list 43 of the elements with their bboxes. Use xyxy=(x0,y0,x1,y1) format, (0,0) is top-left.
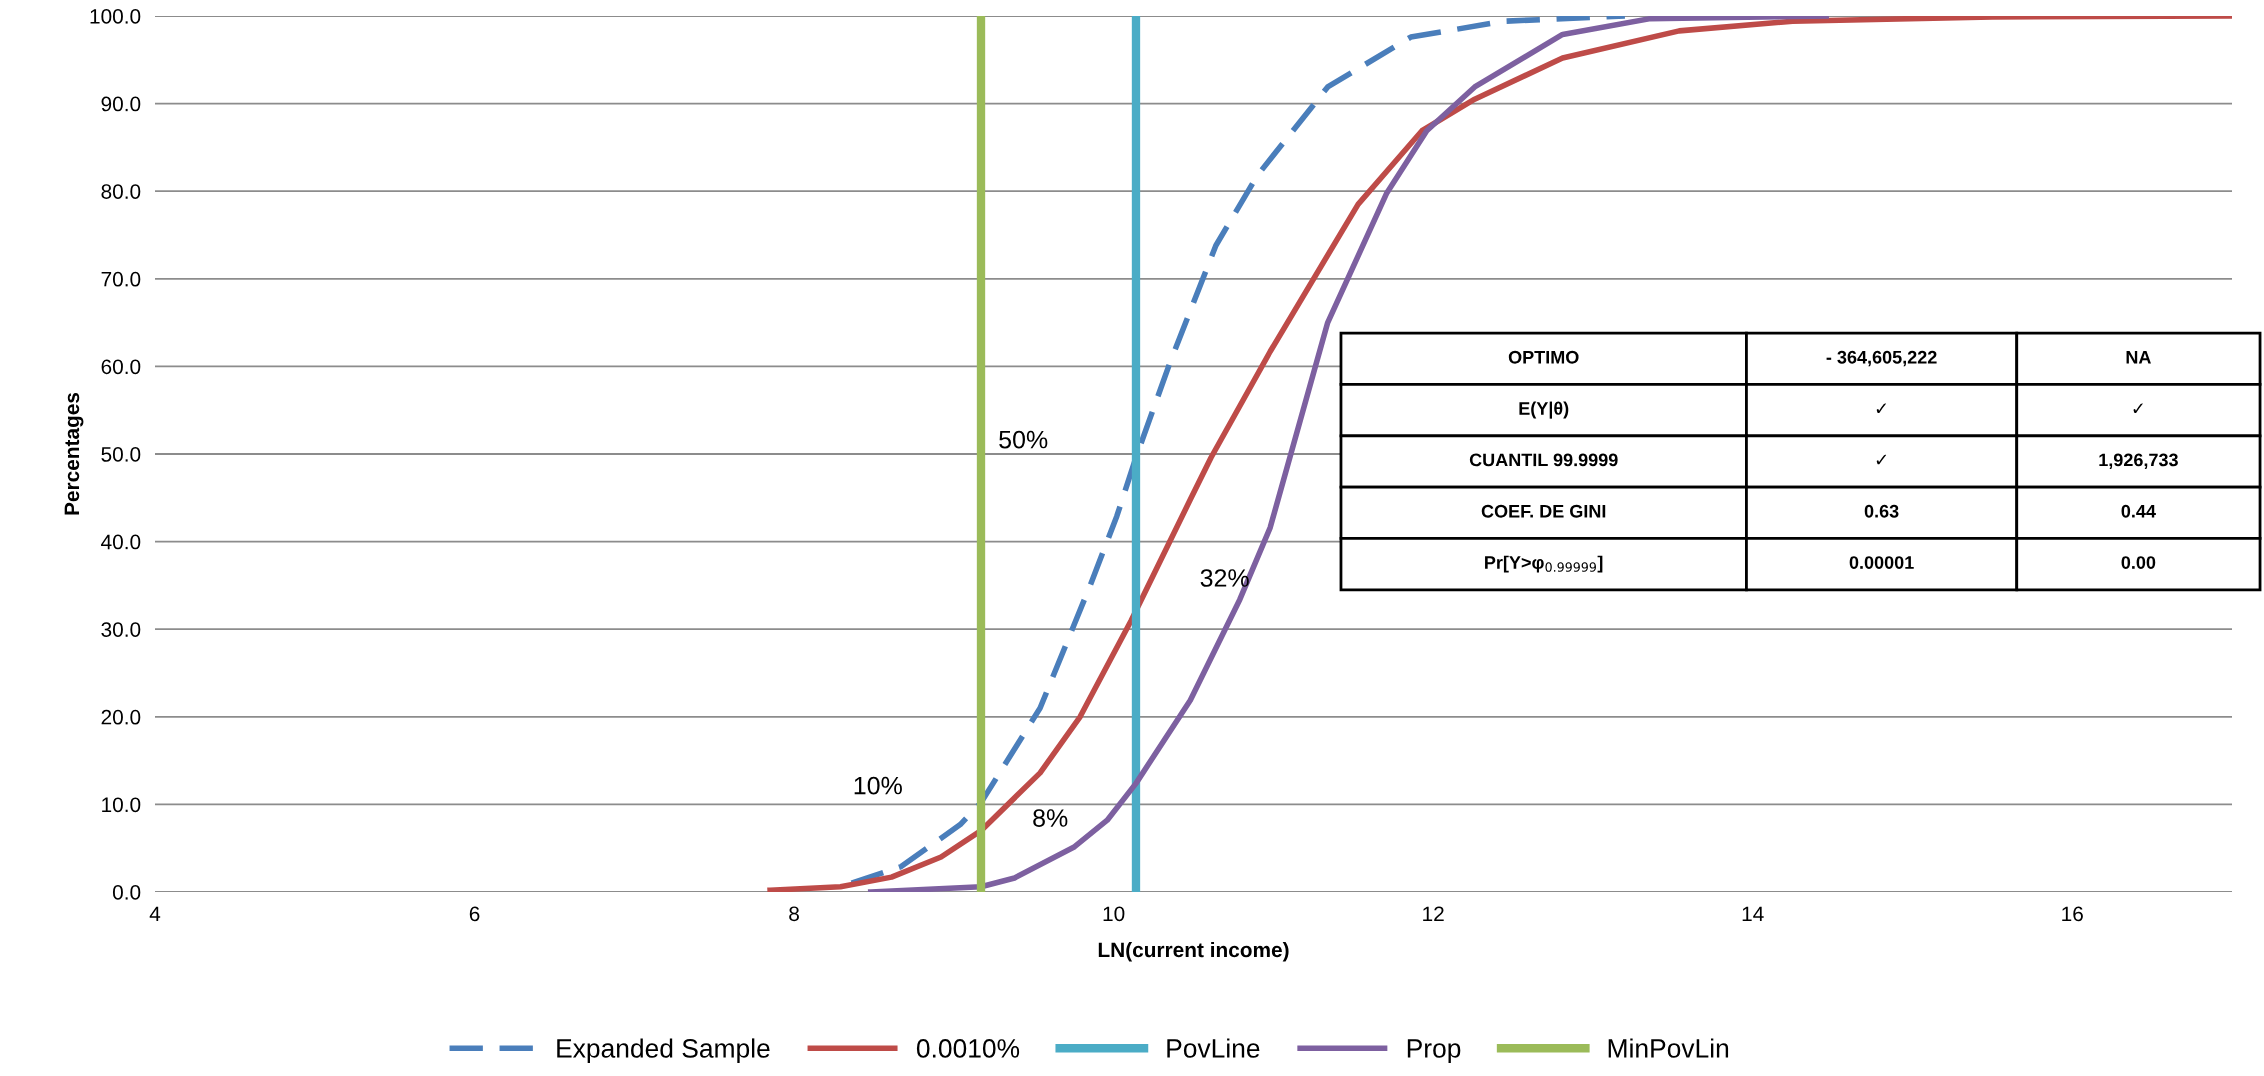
y-tick-label: 40.0 xyxy=(101,534,141,550)
y-tick-label: 60.0 xyxy=(101,359,141,375)
y-tick-label: 80.0 xyxy=(101,184,141,199)
legend-label: Expanded Sample xyxy=(557,1038,770,1063)
y-axis-title: Percentages xyxy=(64,392,84,515)
annotation: ✓ xyxy=(1876,454,1887,465)
x-tick-label: 4 xyxy=(149,906,161,921)
annotation: - 364,605,222 xyxy=(1826,350,1937,367)
annotation: 0.44 xyxy=(2121,504,2156,518)
annotation: 50% xyxy=(999,430,1048,449)
y-tick-label: 20.0 xyxy=(101,709,141,725)
legend-label: Prop xyxy=(1407,1039,1461,1063)
y-tick-label: 30.0 xyxy=(101,622,141,637)
annotation: ✓ xyxy=(1876,403,1887,414)
annotation: 1,926,733 xyxy=(2099,453,2178,469)
y-tick-label: 10.0 xyxy=(102,797,141,813)
x-tick-label: 12 xyxy=(1423,906,1444,921)
annotation: 0.63 xyxy=(1864,504,1899,518)
annotation: OPTIMO xyxy=(1508,350,1579,364)
annotation: NA xyxy=(2126,351,2151,364)
x-tick-label: 16 xyxy=(2062,906,2083,922)
legend-label: MinPovLin xyxy=(1608,1038,1729,1058)
y-tick-label: 70.0 xyxy=(101,271,141,287)
annotation: COEF. DE GINI xyxy=(1481,504,1606,518)
annotation: 8% xyxy=(1033,809,1068,827)
annotation: E(Y|θ) xyxy=(1519,401,1569,419)
y-tick-label: 90.0 xyxy=(101,96,141,112)
annotation: ✓ xyxy=(2133,403,2143,414)
legend-label: PovLine xyxy=(1167,1038,1260,1058)
annotation: 10% xyxy=(854,776,902,795)
annotation: Pr[Y>φ$_{0.99999}$] xyxy=(1485,555,1603,573)
y-tick-label: 100.0 xyxy=(90,9,141,24)
x-tick-label: 6 xyxy=(469,906,480,922)
x-tick-label: 14 xyxy=(1742,906,1764,921)
x-axis-title: LN(current income) xyxy=(1098,941,1289,962)
annotation: 0.00001 xyxy=(1849,556,1914,569)
annotation: 0.00 xyxy=(2121,556,2156,569)
y-tick-label: 50.0 xyxy=(101,447,141,462)
y-tick-label: 0.0 xyxy=(112,885,141,900)
x-tick-label: 10 xyxy=(1103,906,1125,922)
x-tick-label: 8 xyxy=(789,906,799,922)
annotation: CUANTIL 99.9999 xyxy=(1469,453,1618,467)
legend-label: 0.0010% xyxy=(916,1039,1020,1058)
